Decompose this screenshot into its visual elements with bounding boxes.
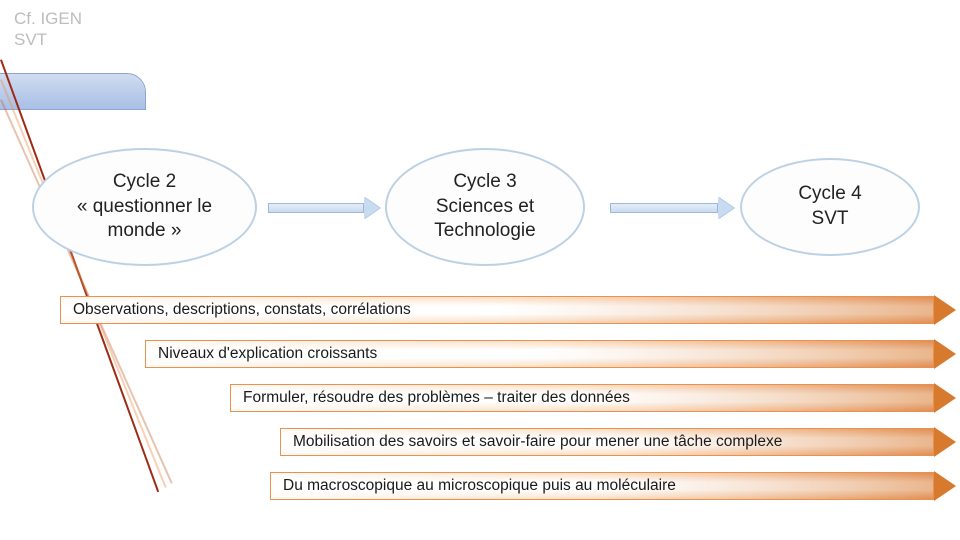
arrow-cycle3-to-cycle4 (610, 196, 734, 220)
band-observations: Observations, descriptions, constats, co… (60, 296, 956, 324)
arrow-cycle2-to-cycle3 (268, 196, 380, 220)
corner-ref-line1: Cf. IGENSVT (14, 9, 82, 49)
band-niveaux: Niveaux d'explication croissants (145, 340, 956, 368)
cycle3-ellipse: Cycle 3 Sciences et Technologie (385, 148, 585, 266)
cycle2-ellipse: Cycle 2 « questionner le monde » (32, 148, 257, 266)
cycle3-title: Cycle 3 (434, 170, 535, 195)
decorative-tab (0, 74, 145, 109)
band-text: Observations, descriptions, constats, co… (73, 301, 411, 319)
cycle2-sub1: « questionner le (77, 195, 212, 220)
band-formuler: Formuler, résoudre des problèmes – trait… (230, 384, 956, 412)
cycle2-sub2: monde » (77, 219, 212, 244)
cycle3-sub2: Technologie (434, 219, 535, 244)
band-macroscopique: Du macroscopique au microscopique puis a… (270, 472, 956, 500)
cycle4-ellipse: Cycle 4 SVT (740, 158, 920, 256)
band-text: Formuler, résoudre des problèmes – trait… (243, 389, 630, 407)
corner-ref-label: Cf. IGENSVT (14, 8, 82, 51)
band-text: Du macroscopique au microscopique puis a… (283, 477, 676, 495)
band-text: Niveaux d'explication croissants (158, 345, 377, 363)
cycle4-title: Cycle 4 (798, 182, 861, 207)
cycle3-sub1: Sciences et (434, 195, 535, 220)
band-text: Mobilisation des savoirs et savoir-faire… (293, 433, 782, 451)
cycle2-title: Cycle 2 (77, 170, 212, 195)
cycle4-sub: SVT (798, 207, 861, 232)
band-mobilisation: Mobilisation des savoirs et savoir-faire… (280, 428, 956, 456)
